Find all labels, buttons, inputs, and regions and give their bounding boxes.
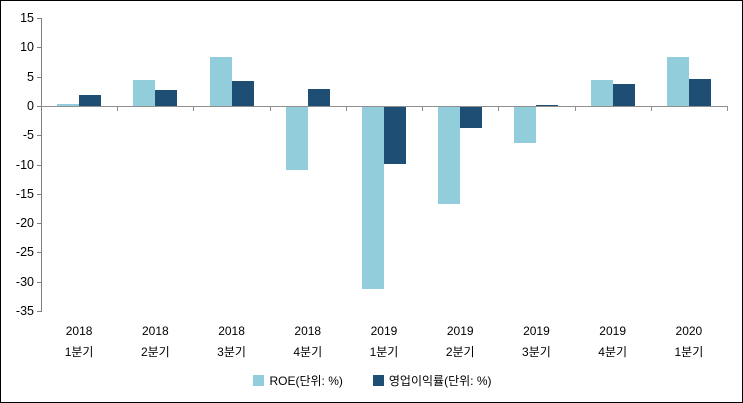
x-axis-category-label: 2018 3분기 bbox=[217, 324, 246, 359]
bar-roe bbox=[438, 105, 461, 204]
bar-roe bbox=[362, 105, 384, 289]
x-axis-category-label: 2018 2분기 bbox=[140, 324, 170, 359]
bar-roe bbox=[57, 103, 80, 106]
bar-opmargin bbox=[384, 105, 406, 165]
y-axis-tick bbox=[37, 47, 41, 49]
bar-roe bbox=[590, 79, 613, 106]
legend-label-roe: ROE(단위: %) bbox=[269, 374, 343, 388]
bar-opmargin bbox=[231, 80, 254, 106]
bar-roe bbox=[285, 105, 308, 170]
y-axis-tick-label: -25 bbox=[15, 245, 34, 260]
bar-opmargin bbox=[612, 84, 635, 106]
legend-item-opmargin: 영업이익률(단위: %) bbox=[372, 372, 492, 389]
y-axis-tick-label: -20 bbox=[15, 216, 34, 231]
x-axis-tick bbox=[269, 105, 271, 111]
bar-roe bbox=[514, 105, 537, 143]
y-axis-tick bbox=[37, 164, 41, 166]
y-axis-tick bbox=[37, 281, 41, 283]
x-axis-category-label: 2020 1분기 bbox=[674, 324, 704, 359]
y-axis-tick bbox=[37, 223, 41, 225]
x-axis-tick bbox=[193, 105, 195, 111]
y-axis-tick-label: 0 bbox=[27, 98, 34, 113]
x-axis-zero-line bbox=[41, 105, 727, 107]
bar-roe bbox=[209, 57, 232, 106]
x-axis-category-label: 2019 4분기 bbox=[598, 324, 628, 359]
y-axis-line bbox=[41, 18, 42, 312]
y-axis-tick bbox=[37, 311, 41, 312]
y-axis-tick-label: -15 bbox=[15, 186, 34, 201]
y-axis-tick bbox=[37, 18, 41, 19]
y-axis-tick-label: -10 bbox=[15, 157, 34, 172]
x-axis-tick bbox=[422, 105, 424, 111]
bar-opmargin bbox=[307, 88, 330, 106]
y-axis-tick bbox=[37, 252, 41, 254]
x-axis-category-label: 2018 1분기 bbox=[64, 324, 94, 359]
x-axis-tick bbox=[345, 105, 347, 111]
legend: ROE(단위: %) 영업이익률(단위: %) bbox=[1, 372, 742, 389]
y-axis-tick-label: 10 bbox=[20, 40, 34, 55]
legend-item-roe: ROE(단위: %) bbox=[253, 372, 343, 389]
y-axis-tick bbox=[37, 193, 41, 195]
legend-label-opmargin: 영업이익률(단위: %) bbox=[388, 374, 492, 388]
y-axis-tick-label: -5 bbox=[22, 128, 34, 143]
bar-opmargin bbox=[79, 94, 102, 106]
bar-opmargin bbox=[688, 78, 711, 106]
y-axis-tick bbox=[37, 135, 41, 137]
x-axis-tick bbox=[650, 105, 652, 111]
x-axis-category-label: 2019 1분기 bbox=[369, 324, 399, 359]
y-axis-tick-label: -35 bbox=[15, 304, 34, 318]
y-axis-tick-label: 15 bbox=[20, 11, 34, 25]
bar-opmargin bbox=[155, 90, 178, 106]
y-axis-tick bbox=[37, 76, 41, 78]
x-axis-tick bbox=[727, 105, 728, 111]
y-axis-tick bbox=[37, 105, 41, 107]
x-axis-tick bbox=[498, 105, 500, 111]
legend-swatch-opmargin-icon bbox=[372, 375, 384, 386]
x-axis-tick bbox=[117, 105, 119, 111]
bar-opmargin bbox=[460, 105, 483, 128]
legend-swatch-roe-icon bbox=[253, 375, 265, 386]
y-axis-tick-label: 5 bbox=[27, 69, 34, 84]
bar-roe bbox=[133, 80, 156, 106]
bar-roe bbox=[666, 56, 689, 106]
x-axis-category-label: 2019 2분기 bbox=[445, 324, 475, 359]
x-axis-category-label: 2018 4분기 bbox=[293, 324, 323, 359]
x-axis-category-label: 2019 3분기 bbox=[522, 324, 551, 359]
y-axis-tick-label: -30 bbox=[15, 274, 34, 289]
bar-opmargin bbox=[536, 104, 559, 106]
x-axis-tick bbox=[574, 105, 576, 111]
